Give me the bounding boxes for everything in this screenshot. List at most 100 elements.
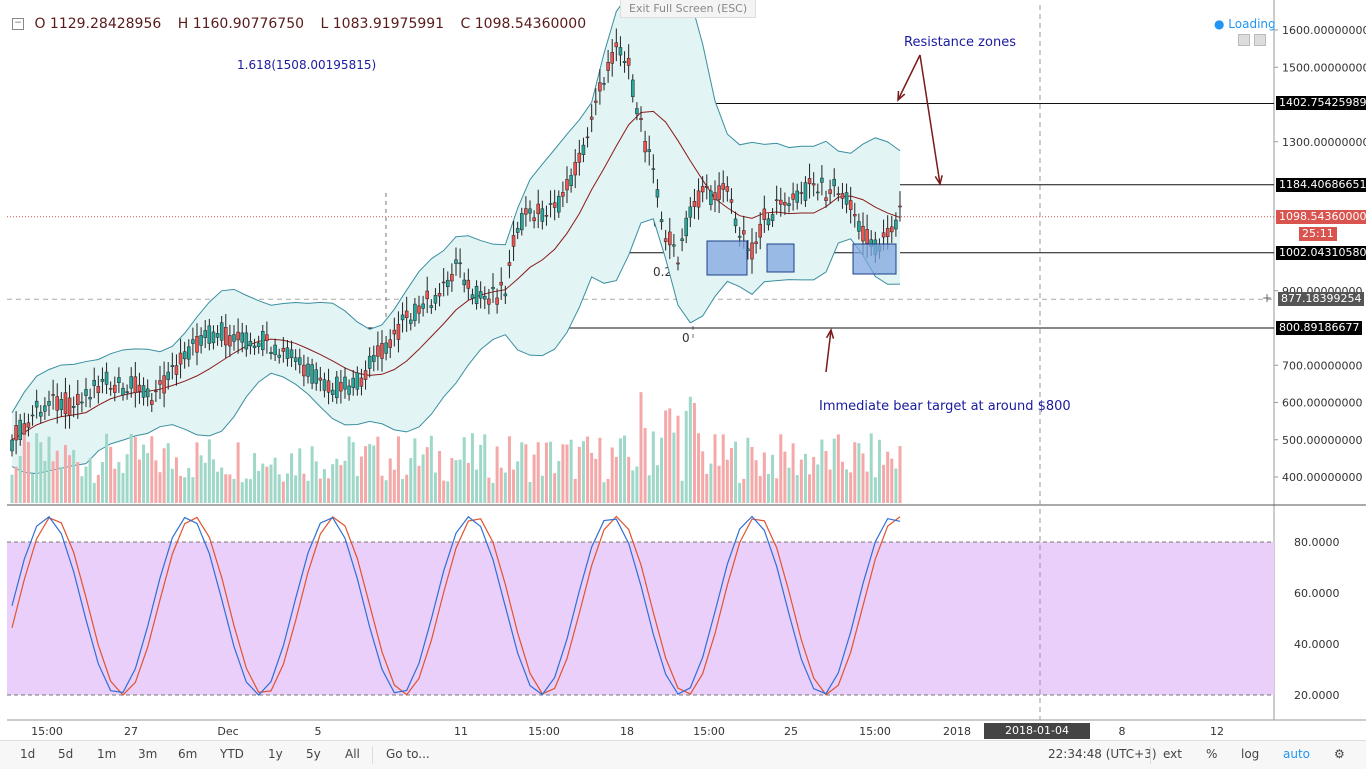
- candle: [750, 228, 754, 274]
- volume-bar: [195, 442, 199, 503]
- candle-body: [306, 363, 310, 377]
- add-alert-icon[interactable]: +: [1262, 291, 1273, 305]
- price-chart[interactable]: 1600.000000001500.000000001300.000000009…: [0, 0, 1366, 740]
- candle: [495, 288, 499, 314]
- candle-body: [30, 414, 35, 417]
- candle-countdown: 25:11: [1299, 227, 1337, 241]
- candle-body: [409, 319, 413, 324]
- volume-bar: [310, 446, 314, 503]
- candle: [816, 183, 820, 201]
- candle: [462, 272, 466, 293]
- candle: [359, 368, 364, 396]
- chart-option-icon[interactable]: [1254, 34, 1266, 46]
- log-toggle[interactable]: log: [1241, 747, 1260, 761]
- time-tick-label: 2018: [943, 725, 971, 738]
- candle: [631, 74, 635, 103]
- ext-toggle[interactable]: ext: [1163, 747, 1182, 761]
- stoch-tick-label: 80.0000: [1294, 536, 1340, 549]
- volume-bar: [845, 469, 849, 503]
- candle-body: [742, 230, 746, 235]
- candle-body: [166, 371, 170, 380]
- candle-body: [721, 183, 725, 190]
- volume-bar: [294, 475, 298, 503]
- range-5y[interactable]: 5y: [306, 747, 321, 761]
- annotation-arrowhead: [897, 90, 906, 102]
- candle-body: [581, 144, 586, 156]
- volume-bar: [220, 467, 224, 503]
- range-all[interactable]: All: [345, 747, 360, 761]
- candle: [470, 288, 475, 305]
- candle: [396, 311, 401, 353]
- goto-button[interactable]: Go to...: [386, 747, 430, 761]
- candle-body: [380, 343, 384, 359]
- chart-option-icon[interactable]: [1238, 34, 1250, 46]
- volume-bar: [158, 472, 162, 503]
- candle-body: [606, 62, 610, 71]
- volume-bar: [150, 436, 154, 503]
- volume-bar: [877, 439, 881, 503]
- candle-body: [750, 242, 754, 260]
- volume-bar: [331, 464, 335, 503]
- range-ytd[interactable]: YTD: [220, 747, 244, 761]
- price-level-label: 1002.04310580: [1276, 245, 1366, 260]
- volume-bar: [302, 473, 306, 503]
- volume-bar: [738, 482, 742, 503]
- volume-bar: [380, 475, 384, 503]
- volume-bar: [228, 474, 232, 503]
- candle-body: [811, 183, 816, 186]
- candle: [857, 213, 861, 240]
- candle: [145, 379, 150, 407]
- volume-bar: [606, 478, 610, 503]
- volume-bar: [290, 453, 294, 503]
- volume-bar: [351, 442, 355, 503]
- candle-body: [178, 352, 183, 365]
- candle-body: [774, 199, 779, 201]
- volume-bar: [35, 433, 39, 503]
- settings-gear-icon[interactable]: ⚙: [1334, 747, 1345, 761]
- volume-bar: [170, 468, 174, 503]
- candle: [536, 189, 540, 229]
- volume-bar: [257, 470, 261, 503]
- range-1m[interactable]: 1m: [97, 747, 117, 761]
- volume-bar: [668, 408, 672, 503]
- candle: [285, 339, 290, 367]
- volume-bar: [318, 478, 322, 503]
- percent-toggle[interactable]: %: [1206, 747, 1218, 761]
- range-5d[interactable]: 5d: [58, 747, 74, 761]
- candle: [400, 302, 405, 333]
- candle: [828, 179, 832, 204]
- volume-bar: [327, 478, 331, 503]
- candle: [762, 195, 767, 233]
- candle: [478, 281, 483, 309]
- candle-body: [298, 357, 302, 365]
- range-1y[interactable]: 1y: [268, 747, 283, 761]
- bear-target-annotation: Immediate bear target at around $800: [819, 399, 1071, 414]
- candle: [577, 139, 582, 176]
- auto-toggle[interactable]: auto: [1283, 747, 1311, 761]
- candle: [820, 165, 824, 196]
- candle: [705, 174, 709, 200]
- volume-bar: [832, 438, 836, 503]
- candle: [803, 176, 808, 207]
- range-3m[interactable]: 3m: [138, 747, 158, 761]
- candle: [824, 190, 828, 208]
- volume-bar: [709, 463, 713, 503]
- range-6m[interactable]: 6m: [178, 747, 198, 761]
- collapse-icon[interactable]: −: [12, 18, 24, 30]
- candle-body: [602, 83, 606, 85]
- volume-bar: [146, 453, 150, 503]
- candle: [277, 348, 281, 364]
- candle-body: [302, 364, 306, 377]
- candle: [783, 192, 787, 215]
- candle: [717, 172, 721, 214]
- candle-body: [754, 241, 758, 244]
- exit-fullscreen-button[interactable]: Exit Full Screen (ESC): [620, 0, 757, 18]
- candle: [853, 202, 857, 228]
- range-1d[interactable]: 1d: [20, 747, 36, 761]
- candle-body: [413, 303, 417, 321]
- candle: [392, 317, 397, 347]
- volume-bar: [211, 459, 215, 503]
- candle-body: [890, 226, 894, 233]
- candle-body: [853, 214, 857, 217]
